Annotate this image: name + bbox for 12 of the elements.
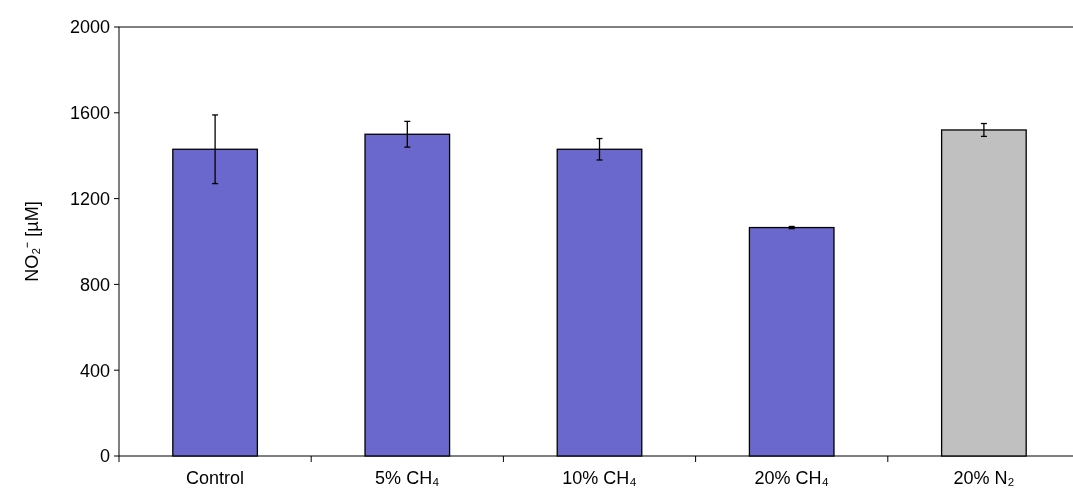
y-tick-label: 800: [79, 274, 110, 295]
y-tick-label: 2000: [69, 17, 110, 38]
x-tick-label: 10% CH₄: [562, 468, 637, 488]
x-tick-label: 5% CH₄: [375, 468, 440, 488]
y-tick-label: 1600: [69, 103, 110, 124]
y-tick-label: 0: [99, 446, 110, 467]
x-tick-label: 20% N₂: [953, 468, 1015, 488]
y-tick-label: 1200: [69, 188, 110, 209]
x-tick-label: 20% CH₄: [754, 468, 829, 488]
y-tick-label: 400: [79, 360, 110, 381]
y-axis-title: NO₂⁻ [µM]: [22, 201, 42, 282]
x-tick-label: Control: [186, 468, 245, 488]
